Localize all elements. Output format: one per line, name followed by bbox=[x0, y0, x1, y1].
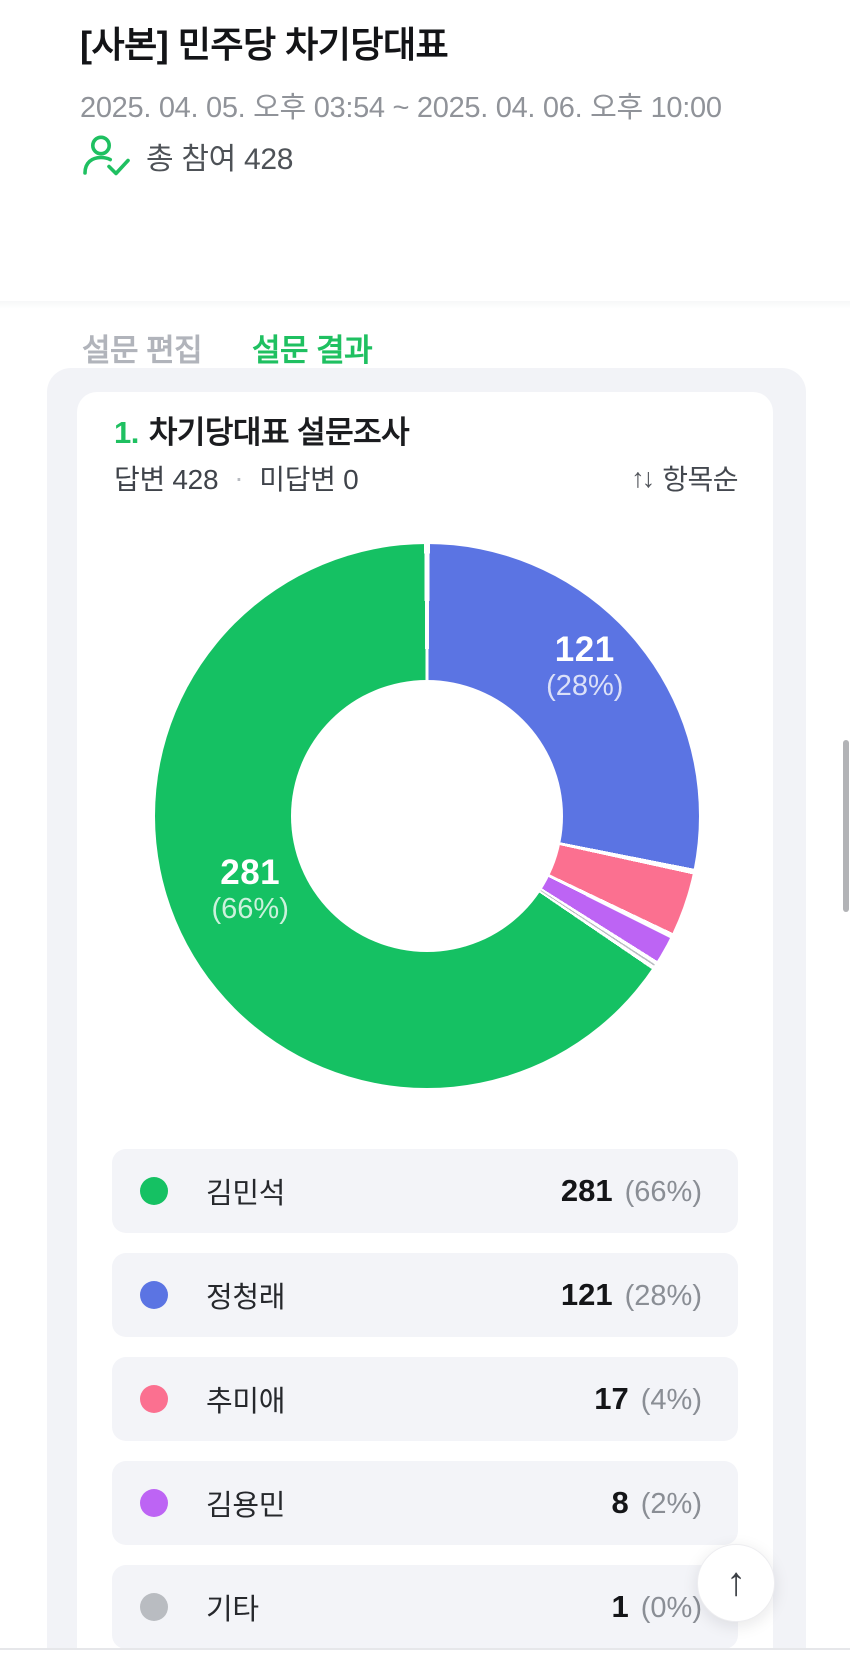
legend-value: 121 bbox=[560, 1277, 613, 1312]
legend-name: 김용민 bbox=[206, 1490, 286, 1522]
legend-dot-blue bbox=[140, 1281, 168, 1309]
slice-value-green: 281 bbox=[220, 853, 281, 893]
legend-name: 기타 bbox=[206, 1594, 259, 1626]
legend-name: 김민석 bbox=[206, 1178, 286, 1210]
slice-label-blue: 121 (28%) bbox=[546, 631, 623, 703]
unanswered-count: 미답변 0 bbox=[259, 464, 359, 495]
sort-arrows-icon: ↑↓ bbox=[631, 462, 655, 493]
answer-stats: 답변 428 · 미답변 0 bbox=[114, 462, 359, 495]
question-title-text: 차기당대표 설문조사 bbox=[148, 415, 410, 450]
survey-period: 2025. 04. 05. 오후 03:54 ~ 2025. 04. 06. 오… bbox=[80, 92, 722, 124]
legend-value: 17 bbox=[594, 1381, 629, 1416]
question-title: 1. 차기당대표 설문조사 bbox=[114, 407, 410, 452]
legend-name: 추미애 bbox=[206, 1386, 286, 1418]
page-scrollbar-thumb[interactable] bbox=[843, 740, 849, 912]
sort-order-label: 항목순 bbox=[662, 464, 738, 495]
legend-pct: (0%) bbox=[640, 1592, 702, 1624]
legend-row-jeong-cheong-rae: 정청래 121 (28%) bbox=[112, 1253, 738, 1337]
participants-row: 총 참여 428 bbox=[80, 134, 293, 178]
donut-chart-area: 121 (28%) 281 (66%) bbox=[155, 544, 699, 1088]
legend-row-kim-yong-min: 김용민 8 (2%) bbox=[112, 1461, 738, 1545]
slice-pct-blue: (28%) bbox=[546, 669, 624, 702]
tab-survey-result[interactable]: 설문 결과 bbox=[252, 332, 373, 368]
participant-check-icon bbox=[80, 133, 132, 179]
slice-value-blue: 121 bbox=[554, 630, 615, 670]
legend-pct: (2%) bbox=[640, 1488, 702, 1520]
sort-order-button[interactable]: ↑↓ 항목순 bbox=[631, 462, 738, 496]
legend-dot-green bbox=[140, 1177, 168, 1205]
legend-value: 1 bbox=[611, 1589, 629, 1624]
legend-value: 8 bbox=[611, 1485, 629, 1520]
legend-name: 정청래 bbox=[206, 1282, 286, 1314]
participants-count: 총 참여 428 bbox=[146, 143, 294, 176]
question-number: 1. bbox=[114, 415, 139, 450]
legend-pct: (4%) bbox=[640, 1384, 702, 1416]
legend-dot-purple bbox=[140, 1489, 168, 1517]
legend-row-kim-min-seok: 김민석 281 (66%) bbox=[112, 1149, 738, 1233]
stats-separator-dot: · bbox=[234, 462, 244, 493]
legend-row-chu-mi-ae: 추미애 17 (4%) bbox=[112, 1357, 738, 1441]
slice-pct-green: (66%) bbox=[211, 892, 289, 925]
legend-dot-pink bbox=[140, 1385, 168, 1413]
arrow-up-icon: ↑ bbox=[726, 1560, 746, 1604]
legend-row-etc: 기타 1 (0%) bbox=[112, 1565, 738, 1648]
slice-label-green: 281 (66%) bbox=[212, 854, 289, 926]
donut-hole bbox=[291, 680, 563, 952]
answered-count: 답변 428 bbox=[114, 464, 219, 495]
legend-value: 281 bbox=[560, 1173, 613, 1208]
bottom-divider bbox=[0, 1648, 850, 1650]
tab-survey-edit[interactable]: 설문 편집 bbox=[82, 332, 203, 368]
scroll-to-top-button[interactable]: ↑ bbox=[697, 1544, 775, 1622]
header-shadow bbox=[0, 301, 850, 309]
legend-dot-gray bbox=[140, 1593, 168, 1621]
page-title: [사본] 민주당 차기당대표 bbox=[80, 24, 449, 65]
question-card: 1. 차기당대표 설문조사 답변 428 · 미답변 0 ↑↓ 항목순 121 (… bbox=[77, 392, 773, 1648]
legend-pct: (66%) bbox=[624, 1176, 702, 1208]
legend-pct: (28%) bbox=[624, 1280, 702, 1312]
